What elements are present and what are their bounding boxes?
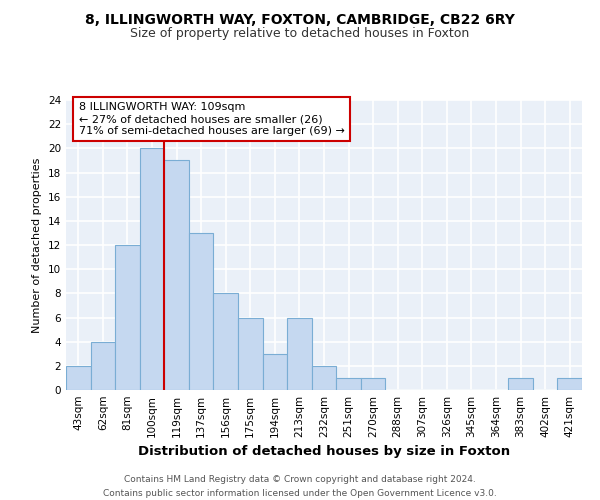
Bar: [238, 318, 263, 390]
Bar: [361, 378, 385, 390]
Bar: [263, 354, 287, 390]
Bar: [312, 366, 336, 390]
Text: 8 ILLINGWORTH WAY: 109sqm
← 27% of detached houses are smaller (26)
71% of semi-: 8 ILLINGWORTH WAY: 109sqm ← 27% of detac…: [79, 102, 344, 136]
Bar: [164, 160, 189, 390]
Bar: [557, 378, 582, 390]
Text: Size of property relative to detached houses in Foxton: Size of property relative to detached ho…: [130, 28, 470, 40]
Bar: [66, 366, 91, 390]
Bar: [508, 378, 533, 390]
Y-axis label: Number of detached properties: Number of detached properties: [32, 158, 43, 332]
X-axis label: Distribution of detached houses by size in Foxton: Distribution of detached houses by size …: [138, 446, 510, 458]
Bar: [189, 233, 214, 390]
Bar: [214, 294, 238, 390]
Bar: [336, 378, 361, 390]
Bar: [91, 342, 115, 390]
Text: 8, ILLINGWORTH WAY, FOXTON, CAMBRIDGE, CB22 6RY: 8, ILLINGWORTH WAY, FOXTON, CAMBRIDGE, C…: [85, 12, 515, 26]
Text: Contains HM Land Registry data © Crown copyright and database right 2024.
Contai: Contains HM Land Registry data © Crown c…: [103, 476, 497, 498]
Bar: [140, 148, 164, 390]
Bar: [287, 318, 312, 390]
Bar: [115, 245, 140, 390]
